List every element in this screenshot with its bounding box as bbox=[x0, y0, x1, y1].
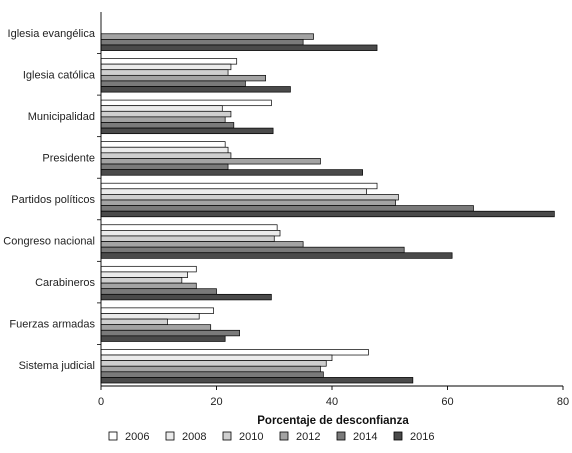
bar-2010 bbox=[100, 194, 399, 201]
bar-2012 bbox=[100, 116, 226, 123]
bar-2008 bbox=[100, 354, 333, 361]
bar-2016 bbox=[100, 377, 414, 384]
bar-2010 bbox=[100, 235, 275, 242]
bar-2008 bbox=[100, 105, 223, 112]
x-tick-label: 20 bbox=[210, 396, 222, 408]
category-label: Carabineros bbox=[35, 277, 95, 289]
bar-2014 bbox=[100, 329, 240, 337]
bar-2016 bbox=[100, 169, 363, 176]
bar-2016 bbox=[100, 252, 453, 259]
bar-2008 bbox=[100, 146, 229, 154]
bar-2010 bbox=[100, 318, 168, 326]
bar-2006 bbox=[100, 141, 226, 148]
bar-2012 bbox=[100, 33, 314, 40]
bar-2016 bbox=[100, 335, 226, 342]
bar-2006 bbox=[100, 224, 278, 231]
category-label: Congreso nacional bbox=[3, 236, 95, 248]
category-label: Sistema judicial bbox=[19, 360, 95, 372]
bar-2016 bbox=[100, 44, 378, 51]
bar-2006 bbox=[100, 307, 214, 314]
bar-2010 bbox=[100, 360, 327, 367]
x-tick-label: 40 bbox=[326, 396, 338, 408]
category-label: Fuerzas armadas bbox=[9, 319, 95, 331]
bar-2014 bbox=[100, 80, 246, 87]
legend-label-2012: 2012 bbox=[296, 431, 320, 443]
bar-2008 bbox=[100, 230, 281, 237]
bar-2014 bbox=[100, 371, 324, 378]
bar-2010 bbox=[100, 152, 232, 159]
category-label: Partidos políticos bbox=[11, 194, 95, 206]
legend-swatch-2014 bbox=[336, 431, 346, 441]
legend-swatch-2008 bbox=[165, 431, 175, 441]
bar-2006 bbox=[100, 182, 378, 190]
bar-2010 bbox=[100, 110, 232, 118]
bar-2006 bbox=[100, 99, 272, 107]
bar-2006 bbox=[100, 58, 238, 65]
bar-2010 bbox=[100, 69, 229, 76]
bar-2012 bbox=[100, 241, 304, 248]
category-label: Presidente bbox=[42, 152, 95, 164]
x-tick-label: 60 bbox=[441, 396, 453, 408]
category-label: Iglesia evangélica bbox=[8, 28, 96, 40]
legend-label-2006: 2006 bbox=[125, 431, 149, 443]
bar-2012 bbox=[100, 158, 321, 165]
legend-swatch-2010 bbox=[222, 431, 232, 441]
bar-2014 bbox=[100, 39, 304, 46]
bar-2016 bbox=[100, 210, 555, 218]
x-tick-label: 80 bbox=[557, 396, 569, 408]
bar-2006 bbox=[100, 265, 197, 273]
bar-2008 bbox=[100, 271, 188, 278]
bar-2008 bbox=[100, 188, 367, 195]
legend-label-2014: 2014 bbox=[353, 431, 377, 443]
legend-swatch-2012 bbox=[279, 431, 289, 441]
bars-group bbox=[100, 33, 555, 384]
bar-2012 bbox=[100, 282, 197, 290]
axes-group bbox=[97, 12, 564, 390]
x-tick-labels: 0 20 40 60 80 bbox=[98, 396, 569, 408]
bar-2014 bbox=[100, 122, 235, 129]
bar-2016 bbox=[100, 86, 291, 93]
x-tick-label: 0 bbox=[98, 396, 104, 408]
bar-2012 bbox=[100, 74, 266, 82]
bar-2008 bbox=[100, 63, 232, 71]
bar-2012 bbox=[100, 199, 396, 206]
bar-2010 bbox=[100, 277, 183, 284]
bar-2016 bbox=[100, 293, 272, 301]
x-axis-label: Porcentaje de desconfianza bbox=[257, 415, 409, 427]
category-labels: Iglesia evangélica Iglesia católica Munici… bbox=[3, 28, 96, 372]
legend: 2006 2008 2010 2012 2014 2016 bbox=[108, 431, 434, 443]
legend-label-2010: 2010 bbox=[239, 431, 263, 443]
bar-2006 bbox=[100, 349, 369, 356]
bar-2014 bbox=[100, 163, 229, 170]
category-label: Municipalidad bbox=[28, 111, 95, 123]
bar-2014 bbox=[100, 205, 474, 212]
legend-label-2016: 2016 bbox=[410, 431, 434, 443]
legend-swatch-2016 bbox=[393, 431, 403, 441]
bar-2012 bbox=[100, 324, 212, 331]
bar-2014 bbox=[100, 288, 217, 295]
legend-swatch-2006 bbox=[108, 431, 118, 441]
bar-2012 bbox=[100, 365, 321, 373]
category-label: Iglesia católica bbox=[23, 69, 96, 81]
bar-2008 bbox=[100, 313, 200, 320]
legend-label-2008: 2008 bbox=[182, 431, 206, 443]
bar-2014 bbox=[100, 246, 405, 254]
bar-2016 bbox=[100, 127, 274, 135]
